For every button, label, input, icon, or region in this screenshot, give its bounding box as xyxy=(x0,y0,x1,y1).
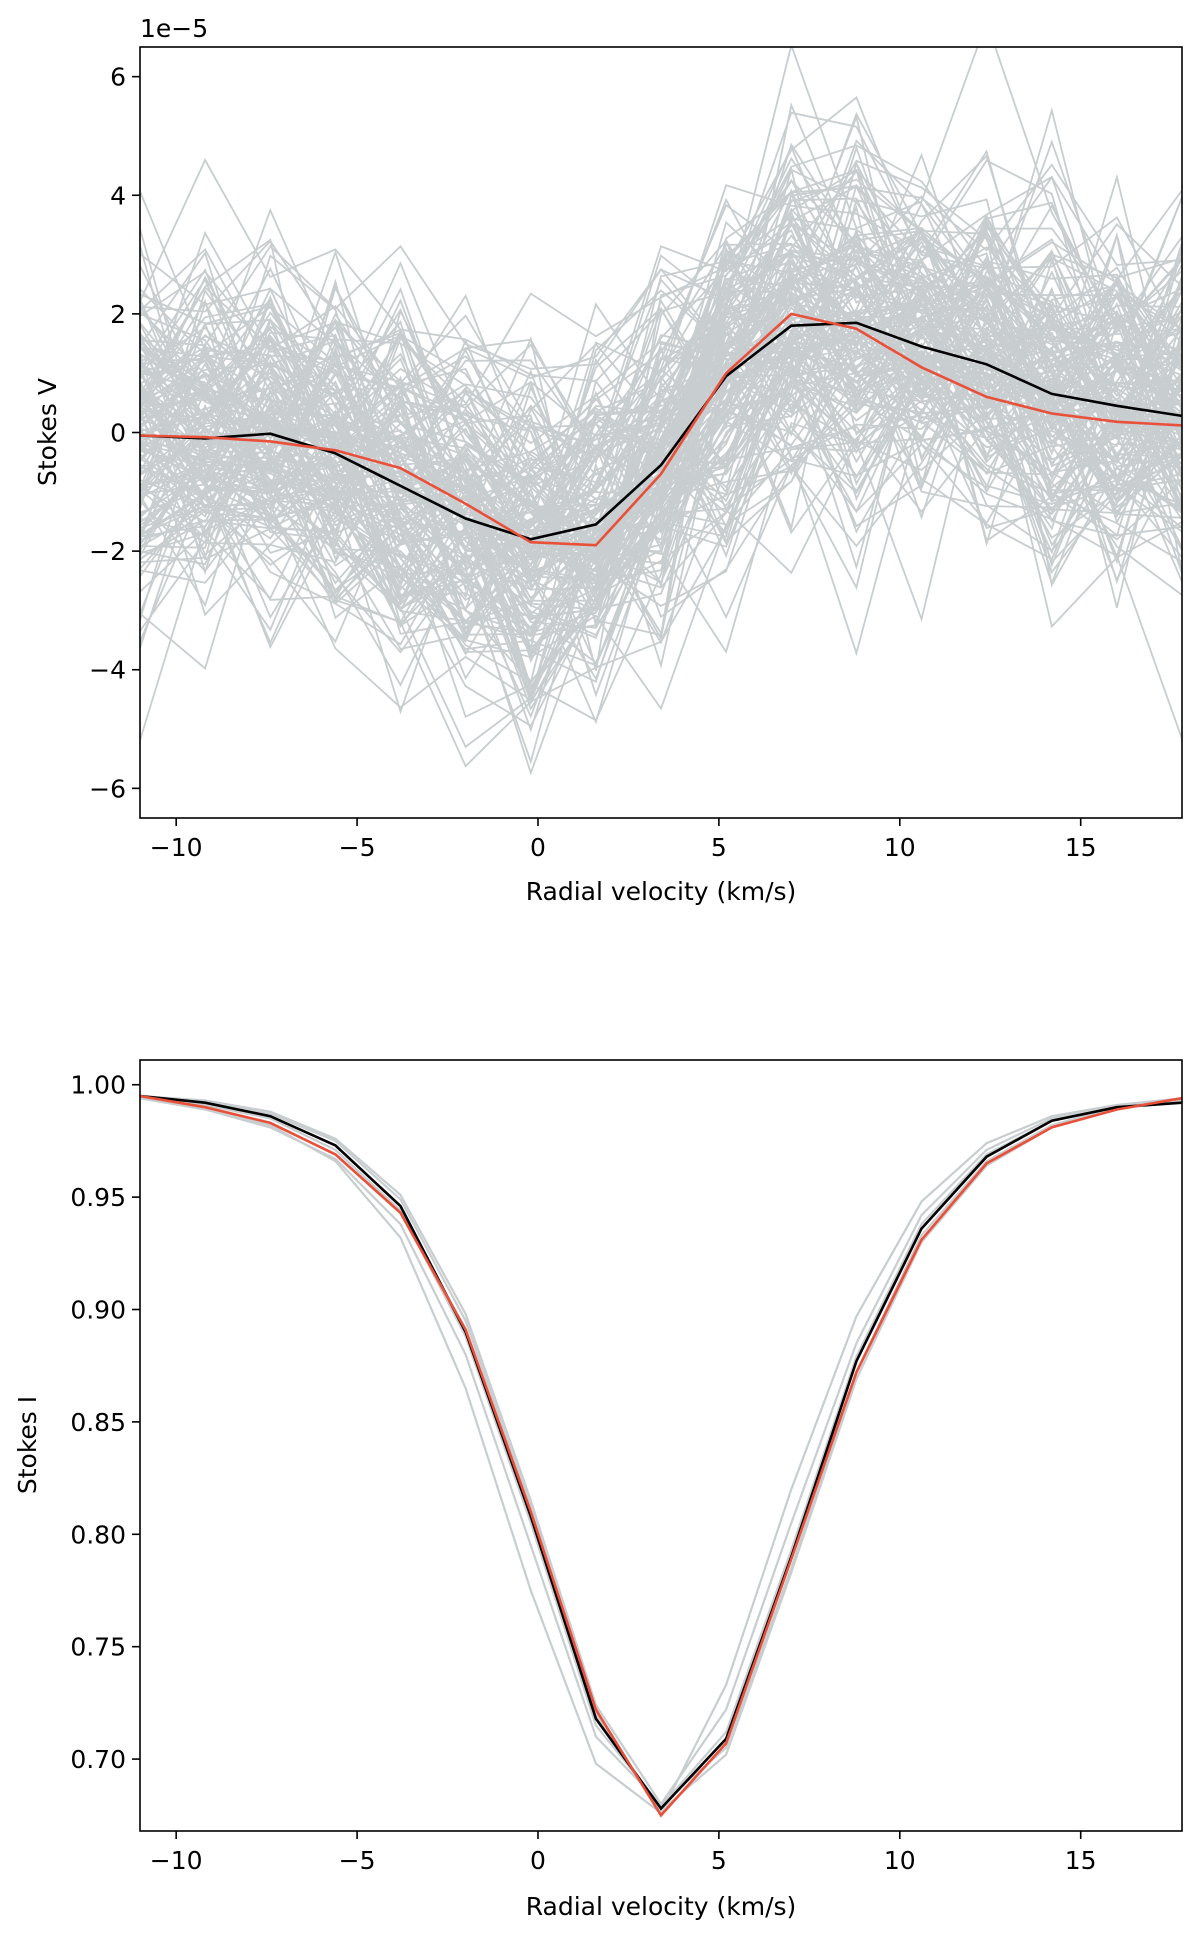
y-tick-label: −6 xyxy=(89,774,126,803)
stokes-i-x-ticks: −10 −5 0 5 10 15 xyxy=(150,1831,1097,1875)
sample-curve-174 xyxy=(140,332,1182,608)
x-tick-label: 0 xyxy=(530,833,546,862)
x-tick-label: −10 xyxy=(150,1846,203,1875)
sample-curve-160 xyxy=(140,224,1182,585)
stokes-v-y-axis-label: Stokes V xyxy=(33,378,62,486)
sample-curve-143 xyxy=(140,229,1182,681)
sample-curve-0 xyxy=(140,1097,1182,1815)
y-tick-label: 2 xyxy=(110,300,126,329)
sample-curve-176 xyxy=(140,204,1182,467)
sample-curve-150 xyxy=(140,359,1182,624)
stokes-i-axes-frame xyxy=(139,1059,1183,1832)
sample-curve-177 xyxy=(140,288,1182,541)
stokes-i-y-ticks: 0.70 0.75 0.80 0.85 0.90 0.95 1.00 xyxy=(70,1071,140,1774)
sample-curve-162 xyxy=(140,314,1182,628)
sample-curve-173 xyxy=(140,96,1182,477)
sample-curve-127 xyxy=(140,304,1182,656)
y-tick-label: 4 xyxy=(110,181,126,210)
sample-curve-142 xyxy=(140,399,1182,655)
stokes-i-series xyxy=(140,1094,1182,1818)
sample-curve-59 xyxy=(140,47,1182,465)
sample-curve-155 xyxy=(140,244,1182,536)
sample-curve-169 xyxy=(140,275,1182,709)
y-tick-label: −2 xyxy=(89,537,126,566)
y-tick-label: 0.80 xyxy=(70,1520,126,1549)
sample-curve-172 xyxy=(140,189,1182,554)
stokes-v-x-axis-label: Radial velocity (km/s) xyxy=(526,877,797,906)
x-tick-label: 10 xyxy=(884,833,916,862)
x-tick-label: −5 xyxy=(339,1846,376,1875)
x-tick-label: −10 xyxy=(150,833,203,862)
series-line-model xyxy=(140,312,1182,547)
stokes-v-offset-text: 1e−5 xyxy=(140,14,208,43)
sample-curve-4 xyxy=(140,1094,1182,1806)
stokes-v-series xyxy=(140,312,1182,547)
sample-curve-166 xyxy=(140,168,1182,593)
stokes-v-x-ticks: −10 −5 0 5 10 15 xyxy=(150,818,1097,862)
y-tick-label: 0.70 xyxy=(70,1745,126,1774)
stokes-v-panel: −10 −5 0 5 10 15 −6 −4 −2 0 2 4 6 1e−5 Radial veloc… xyxy=(33,14,1183,906)
sample-curve-3 xyxy=(140,1094,1182,1813)
stokes-i-x-axis-label: Radial velocity (km/s) xyxy=(526,1892,797,1921)
sample-curve-2 xyxy=(140,1094,1182,1809)
y-tick-label: 1.00 xyxy=(70,1071,126,1100)
stokes-i-y-axis-label: Stokes I xyxy=(13,1396,42,1494)
stokes-v-y-ticks: −6 −4 −2 0 2 4 6 xyxy=(89,63,140,803)
y-tick-label: 0.75 xyxy=(70,1633,126,1662)
sample-curve-147 xyxy=(140,284,1182,623)
sample-curve-121 xyxy=(140,286,1182,637)
stokes-i-panel: −10 −5 0 5 10 15 0.70 0.75 0.80 0.85 0.90 0.95 1.00… xyxy=(13,1059,1183,1921)
sample-curve-170 xyxy=(140,227,1182,563)
x-tick-label: 10 xyxy=(884,1846,916,1875)
sample-curve-137 xyxy=(140,145,1182,500)
y-tick-label: 6 xyxy=(110,63,126,92)
stokes-v-sample-curves xyxy=(140,47,1182,776)
sample-curve-76 xyxy=(140,139,1182,483)
x-tick-label: 5 xyxy=(711,833,727,862)
y-tick-label: 0.85 xyxy=(70,1408,126,1437)
sample-curve-167 xyxy=(140,144,1182,383)
sample-curve-97 xyxy=(140,156,1182,488)
sample-curve-130 xyxy=(140,168,1182,465)
sample-curve-178 xyxy=(140,387,1182,683)
y-tick-label: −4 xyxy=(89,656,126,685)
stokes-i-sample-curves xyxy=(140,1094,1182,1815)
sample-curve-175 xyxy=(140,255,1182,558)
sample-curve-161 xyxy=(140,364,1182,618)
sample-curve-165 xyxy=(140,184,1182,471)
series-line-model xyxy=(140,1094,1182,1818)
sample-curve-163 xyxy=(140,355,1182,587)
x-tick-label: 0 xyxy=(530,1846,546,1875)
x-tick-label: 15 xyxy=(1065,1846,1097,1875)
x-tick-label: 15 xyxy=(1065,833,1097,862)
sample-curve-134 xyxy=(140,111,1182,370)
y-tick-label: 0.90 xyxy=(70,1296,126,1325)
x-tick-label: 5 xyxy=(711,1846,727,1875)
sample-curve-129 xyxy=(140,254,1182,636)
sample-curve-132 xyxy=(140,258,1182,613)
sample-curve-164 xyxy=(140,280,1182,749)
sample-curve-152 xyxy=(140,102,1182,636)
sample-curve-1 xyxy=(140,1097,1182,1806)
y-tick-label: 0 xyxy=(110,419,126,448)
sample-curve-171 xyxy=(140,253,1182,602)
y-tick-label: 0.95 xyxy=(70,1183,126,1212)
x-tick-label: −5 xyxy=(339,833,376,862)
series-line-observed xyxy=(140,1094,1182,1811)
